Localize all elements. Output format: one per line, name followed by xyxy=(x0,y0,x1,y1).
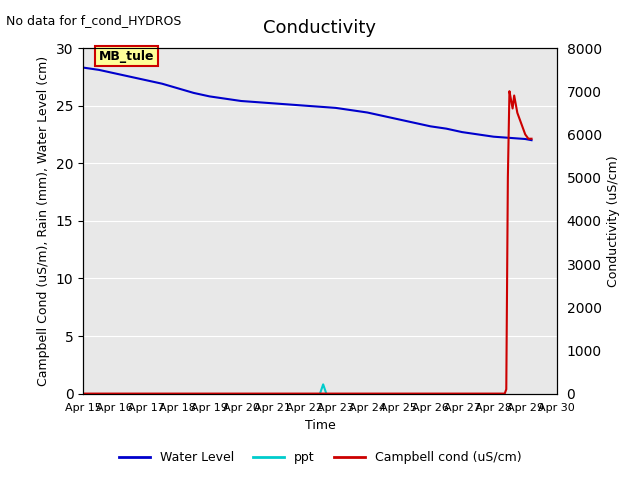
X-axis label: Time: Time xyxy=(305,419,335,432)
Y-axis label: Conductivity (uS/cm): Conductivity (uS/cm) xyxy=(607,155,620,287)
Text: Conductivity: Conductivity xyxy=(264,19,376,37)
Text: MB_tule: MB_tule xyxy=(99,49,154,62)
Text: No data for f_cond_HYDROS: No data for f_cond_HYDROS xyxy=(6,14,182,27)
Y-axis label: Campbell Cond (uS/m), Rain (mm), Water Level (cm): Campbell Cond (uS/m), Rain (mm), Water L… xyxy=(37,56,51,386)
Legend: Water Level, ppt, Campbell cond (uS/cm): Water Level, ppt, Campbell cond (uS/cm) xyxy=(114,446,526,469)
